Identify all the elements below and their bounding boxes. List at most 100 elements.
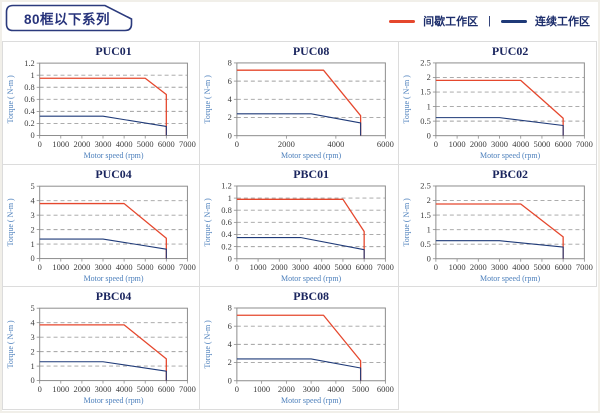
y-tick-label: 2.5 [420, 58, 431, 68]
x-tick-label: 0 [38, 262, 42, 272]
chart-puc08: PUC08 0 2 4 6 8 0 2000 4000 6000 Motor speed (rpm)… [203, 44, 394, 160]
series-line-intermittent [435, 79, 564, 136]
x-tick-label: 1000 [52, 384, 69, 394]
chart-pbc01: PBC01 0 0.2 0.4 0.6 0.8 1 1.2 0 1000 2000 3000 4000 5… [203, 167, 394, 283]
y-tick-label: 1 [31, 70, 35, 80]
x-tick-label: 1000 [253, 384, 270, 394]
y-tick-label: 0 [228, 376, 232, 386]
y-tick-label: 0 [31, 253, 35, 263]
x-tick-label: 3000 [491, 262, 508, 272]
x-tick-label: 2000 [271, 262, 288, 272]
chart-cell-puc04: PUC04 0 1 2 3 4 5 0 1000 2000 3000 4000 5000 6000 7000… [2, 164, 201, 288]
series-line-continuous [435, 117, 564, 136]
y-tick-label: 0 [31, 130, 35, 140]
y-tick-label: 1 [426, 101, 430, 111]
series-line-continuous [39, 361, 167, 381]
y-tick-label: 1 [426, 224, 430, 234]
x-tick-label: 6000 [377, 139, 394, 149]
x-tick-label: 5000 [137, 262, 154, 272]
x-tick-label: 0 [433, 262, 437, 272]
x-axis-label: Motor speed (rpm) [281, 151, 342, 160]
y-tick-label: 2 [426, 195, 430, 205]
y-tick-label: 1 [31, 238, 35, 248]
x-tick-label: 1000 [52, 262, 69, 272]
chart-cell-pbc02: PBC02 0 0.5 1 1.5 2 2.5 0 1000 2000 3000 4000 5000 60… [398, 164, 597, 288]
x-axis-label: Motor speed (rpm) [281, 396, 342, 405]
plot-border [39, 307, 188, 382]
legend: 间歇工作区 | 连续工作区 [389, 13, 590, 29]
header: 80框以下系列 间歇工作区 | 连续工作区 [0, 0, 600, 41]
y-tick-label: 2 [426, 72, 430, 82]
x-tick-label: 3000 [491, 139, 508, 149]
x-tick-label: 4000 [328, 384, 345, 394]
x-axis-label: Motor speed (rpm) [480, 151, 541, 160]
y-tick-label: 0.2 [24, 118, 35, 128]
y-tick-label: 6 [228, 76, 232, 86]
y-tick-label: 4 [228, 94, 233, 104]
series-line-intermittent [39, 77, 167, 136]
x-axis-label: Motor speed (rpm) [480, 274, 541, 283]
y-tick-label: 0 [31, 376, 35, 386]
y-tick-label: 2 [228, 112, 232, 122]
y-tick-label: 0.5 [420, 116, 431, 126]
series-line-intermittent [237, 69, 362, 136]
x-tick-label: 4000 [116, 262, 133, 272]
x-tick-label: 3000 [303, 384, 320, 394]
x-tick-label: 0 [38, 384, 42, 394]
y-tick-label: 0.8 [222, 205, 233, 215]
x-tick-label: 6000 [377, 384, 394, 394]
series-line-intermittent [39, 202, 167, 259]
series-line-continuous [237, 236, 366, 259]
chart-cell-pbc04: PBC04 0 1 2 3 4 5 0 1000 2000 3000 4000 5000 6000 7000… [2, 287, 201, 410]
title-box-outline [5, 4, 133, 32]
series-line-intermittent [237, 198, 366, 259]
x-tick-label: 2000 [73, 139, 90, 149]
y-tick-label: 1.5 [420, 209, 431, 219]
x-tick-label: 0 [235, 384, 239, 394]
x-tick-label: 7000 [179, 384, 196, 394]
x-tick-label: 5000 [137, 139, 154, 149]
x-tick-label: 1000 [448, 139, 465, 149]
x-tick-label: 7000 [377, 262, 394, 272]
legend-label-continuous: 连续工作区 [535, 16, 590, 28]
y-axis-label: Torque ( N-m ) [402, 75, 411, 124]
chart-title: PBC08 [294, 289, 330, 303]
y-tick-label: 8 [228, 58, 232, 68]
y-tick-label: 4 [228, 339, 233, 349]
x-tick-label: 3000 [95, 384, 112, 394]
x-axis-label: Motor speed (rpm) [84, 273, 144, 282]
series-line-continuous [237, 358, 362, 382]
chart-title: PBC02 [492, 167, 528, 181]
plot-border [435, 185, 585, 259]
x-axis-label: Motor speed (rpm) [281, 274, 342, 283]
y-tick-label: 0.6 [222, 217, 233, 227]
x-tick-label: 7000 [179, 262, 196, 272]
x-tick-label: 6000 [554, 139, 571, 149]
x-tick-label: 4000 [314, 262, 331, 272]
y-tick-label: 5 [31, 303, 35, 313]
x-tick-label: 5000 [533, 262, 550, 272]
x-tick-label: 5000 [352, 384, 369, 394]
x-tick-label: 4000 [328, 139, 345, 149]
series-line-intermittent [435, 202, 564, 259]
x-tick-label: 1000 [448, 262, 465, 272]
charts-grid: PUC01 0 0.2 0.4 0.6 0.8 1 1.2 0 1000 2000 3000 4000 5… [2, 41, 597, 410]
chart-puc02: PUC02 0 0.5 1 1.5 2 2.5 0 1000 2000 3000 4000 5000 60… [402, 44, 593, 160]
x-tick-label: 3000 [95, 139, 112, 149]
y-tick-label: 0.5 [420, 238, 431, 248]
x-tick-label: 4000 [512, 262, 529, 272]
chart-cell-puc02: PUC02 0 0.5 1 1.5 2 2.5 0 1000 2000 3000 4000 5000 60… [398, 41, 597, 165]
x-tick-label: 2000 [73, 262, 90, 272]
chart-title: PBC01 [294, 167, 330, 181]
y-tick-label: 1.5 [420, 87, 431, 97]
y-tick-label: 2 [31, 224, 35, 234]
legend-label-intermittent: 间歇工作区 [423, 16, 479, 28]
y-axis-label: Torque ( N-m ) [203, 197, 212, 246]
y-tick-label: 0.4 [222, 229, 233, 239]
x-tick-label: 4000 [512, 139, 529, 149]
legend-separator: | [488, 15, 491, 27]
x-tick-label: 0 [38, 139, 42, 149]
x-tick-label: 7000 [179, 139, 196, 149]
x-tick-label: 5000 [533, 139, 550, 149]
